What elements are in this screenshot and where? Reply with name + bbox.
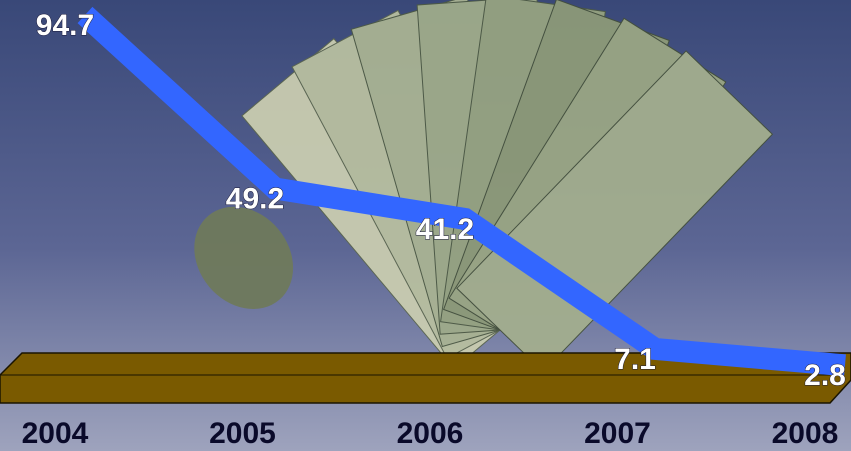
data-label: 49.2 bbox=[226, 182, 284, 215]
x-tick-label: 2004 bbox=[22, 417, 89, 450]
chart: 94.7 49.2 41.2 7.1 2.8 2004 2005 2006 2007 2008 bbox=[0, 0, 851, 451]
data-label: 7.1 bbox=[614, 343, 656, 376]
data-label: 41.2 bbox=[416, 213, 474, 246]
x-tick-label: 2008 bbox=[772, 417, 839, 450]
data-label: 2.8 bbox=[804, 359, 846, 392]
data-label: 94.7 bbox=[36, 9, 94, 42]
x-tick-label: 2005 bbox=[209, 417, 276, 450]
x-tick-label: 2006 bbox=[397, 417, 464, 450]
x-tick-label: 2007 bbox=[584, 417, 651, 450]
